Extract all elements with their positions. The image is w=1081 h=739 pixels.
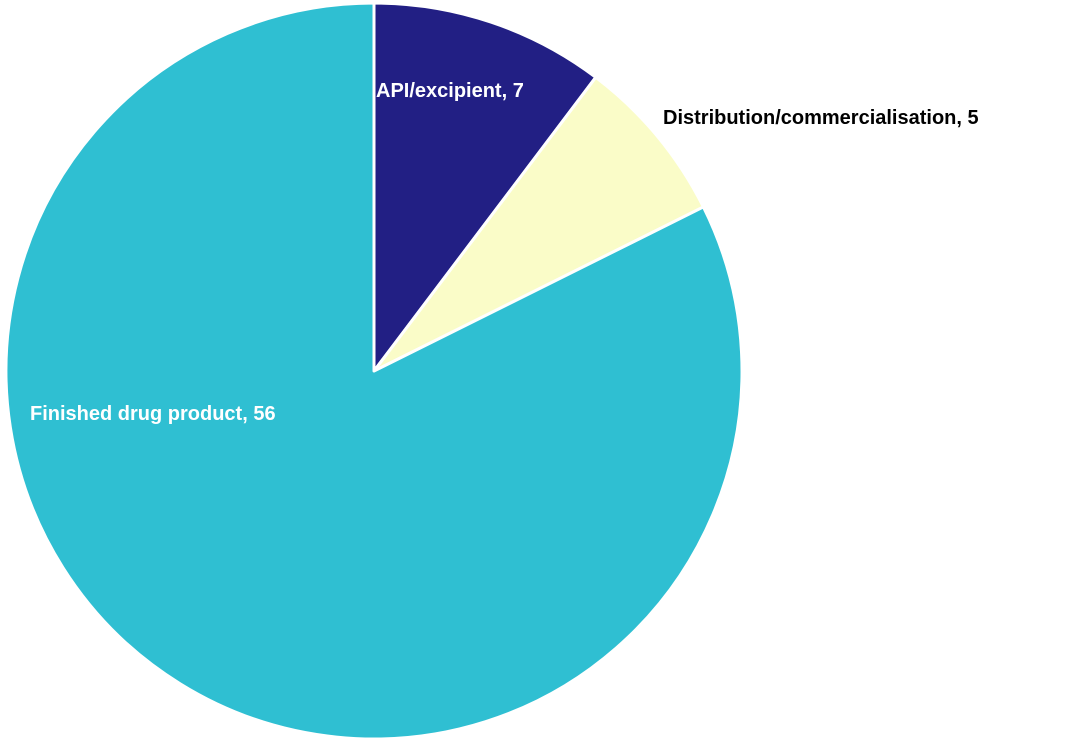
pie-slices bbox=[4, 1, 744, 739]
pie-labels: API/excipient, 7 Distribution/commerciali… bbox=[30, 80, 979, 425]
pie-slice-finished-drug-product bbox=[4, 1, 744, 739]
pie-label-api-excipient: API/excipient, 7 bbox=[376, 80, 524, 102]
pie-label-distribution-commercialisation: Distribution/commercialisation, 5 bbox=[663, 107, 979, 129]
pie-slice-api-excipient bbox=[372, 1, 598, 373]
pie-label-finished-drug-product: Finished drug product, 56 bbox=[30, 403, 276, 425]
pie-slice-distribution-commercialisation bbox=[372, 75, 705, 373]
